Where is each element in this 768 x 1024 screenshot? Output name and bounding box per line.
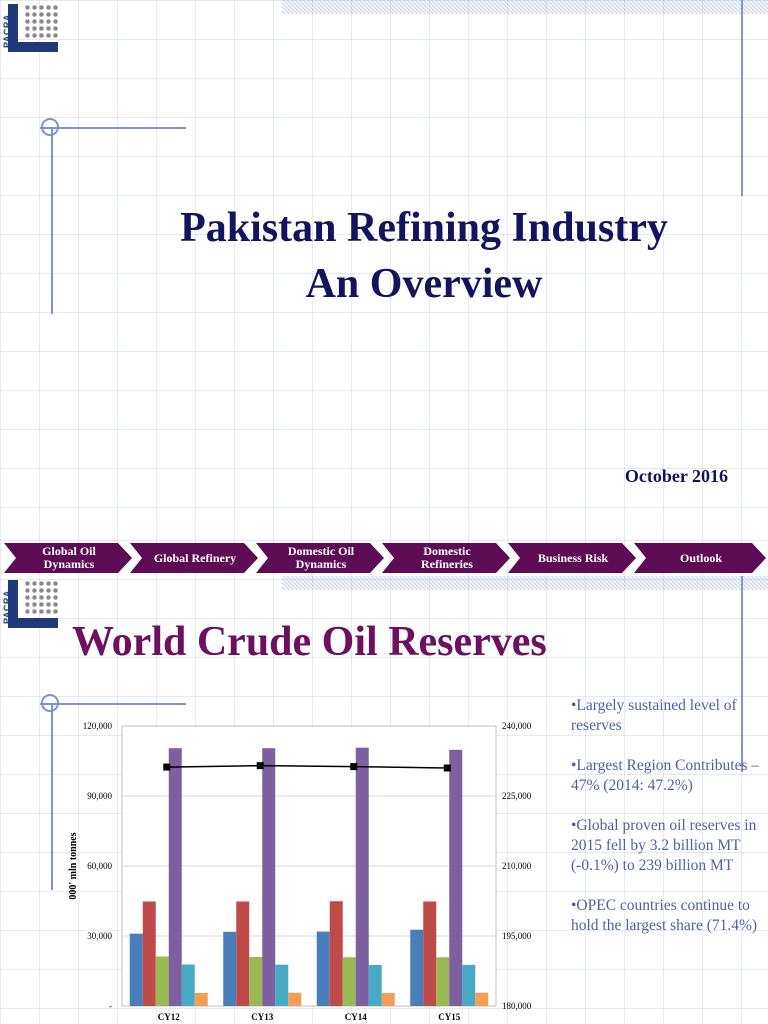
decorative-line	[741, 576, 743, 772]
bar	[355, 747, 369, 1006]
y-tick-label: 90,000	[87, 791, 112, 801]
bar	[368, 964, 382, 1006]
pacra-logo: PACRA	[2, 2, 60, 54]
line-marker	[256, 762, 264, 770]
y2-tick-label: 240,000	[502, 721, 532, 731]
bullet-item: •Largest Region Contributes – 47% (2014:…	[571, 757, 760, 794]
bar	[342, 957, 356, 1006]
decorative-band	[282, 0, 768, 14]
bar	[142, 901, 156, 1006]
decorative-circle	[41, 694, 59, 712]
title-slide: PACRA Pakistan Refining Industry An Over…	[0, 0, 768, 540]
bar	[168, 748, 182, 1006]
bar	[329, 901, 343, 1006]
line-marker	[350, 763, 358, 771]
bar	[236, 901, 250, 1006]
decorative-line	[741, 0, 743, 196]
bar	[449, 749, 463, 1006]
series-line	[166, 764, 448, 769]
slide-title: World Crude Oil Reserves	[72, 619, 547, 665]
bullet-item: •Global proven oil reserves in 2015 fell…	[571, 817, 757, 874]
bar	[223, 931, 237, 1006]
slide-subtitle: An Overview	[305, 261, 543, 307]
decorative-circle	[41, 118, 59, 136]
nav-item-business-risk[interactable]: Business Risk	[508, 543, 636, 573]
y-axis-label: 000' mln tonnes	[68, 832, 79, 899]
nav-item-domestic-refineries[interactable]: Domestic Refineries	[382, 543, 510, 573]
y-tick-label: 60,000	[87, 861, 112, 871]
logo-text: PACRA	[2, 14, 12, 48]
decorative-line	[51, 704, 53, 890]
nav-item-outlook[interactable]: Outlook	[634, 543, 766, 573]
bar	[288, 992, 302, 1006]
bullet-item: •OPEC countries continue to hold the lar…	[571, 897, 758, 934]
y2-tick-label: 195,000	[502, 931, 532, 941]
date-label: October 2016	[624, 466, 728, 486]
reserves-chart: 120,000 240,000 90,000 225,000 60,000 210,000…	[68, 721, 532, 1022]
bar	[275, 964, 289, 1006]
bar	[316, 931, 330, 1006]
y2-tick-label: 225,000	[502, 791, 532, 801]
grid-background	[0, 0, 768, 540]
decorative-line	[40, 703, 186, 705]
x-tick-label: CY15	[438, 1012, 460, 1022]
y2-tick-label: 210,000	[502, 861, 532, 871]
bar	[262, 748, 276, 1006]
bar	[462, 964, 476, 1006]
line-marker	[443, 764, 451, 772]
bar	[194, 992, 208, 1006]
bar	[475, 992, 489, 1006]
y-tick-label: -	[109, 1001, 112, 1011]
y2-tick-label: 180,000	[502, 1001, 532, 1011]
bullet-list: •Largely sustained level of reserves •La…	[571, 696, 761, 956]
bar	[181, 964, 195, 1006]
bar	[381, 992, 395, 1006]
decorative-line	[40, 127, 186, 129]
bar	[436, 957, 450, 1006]
bullet-item: •Largely sustained level of reserves	[571, 697, 737, 734]
slide-title: Pakistan Refining Industry	[180, 205, 668, 251]
line-marker	[163, 763, 171, 771]
bar	[410, 929, 424, 1006]
x-tick-label: CY12	[158, 1012, 180, 1022]
decorative-band	[282, 576, 768, 590]
pacra-logo: PACRA	[2, 578, 60, 630]
logo-text: PACRA	[2, 590, 12, 624]
nav-item-global-refinery[interactable]: Global Refinery	[130, 543, 258, 573]
nav-item-domestic-oil-dynamics[interactable]: Domestic Oil Dynamics	[256, 543, 384, 573]
bar	[249, 957, 263, 1006]
x-tick-label: CY13	[251, 1012, 273, 1022]
nav-item-global-oil-dynamics[interactable]: Global Oil Dynamics	[4, 543, 132, 573]
bar	[155, 956, 169, 1006]
decorative-line	[51, 128, 53, 314]
y-tick-label: 120,000	[83, 721, 113, 731]
section-nav: Global Oil Dynamics Global Refinery Dome…	[4, 540, 766, 576]
bar	[423, 901, 437, 1006]
reserves-slide: Global Oil Dynamics Global Refinery Dome…	[0, 540, 768, 1024]
y-tick-label: 30,000	[87, 931, 112, 941]
x-tick-label: CY14	[345, 1012, 367, 1022]
bar	[129, 933, 143, 1006]
